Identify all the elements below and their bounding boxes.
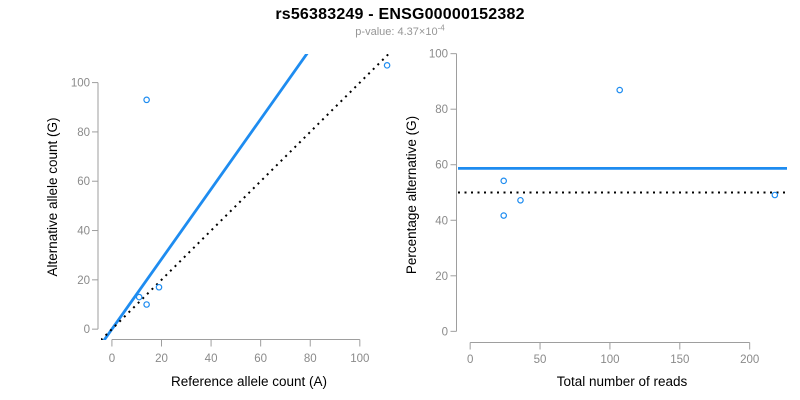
- p-value-exponent: -4: [437, 23, 445, 33]
- data-point: [143, 301, 150, 308]
- data-point: [135, 293, 143, 301]
- left-fit-line-dotted: [101, 54, 390, 340]
- x-tick-label: 50: [534, 354, 547, 366]
- y-tick-label: 100: [429, 49, 448, 61]
- y-tick-label: 80: [77, 127, 90, 139]
- y-tick-label: 20: [77, 275, 90, 287]
- data-point: [500, 212, 508, 219]
- right-plot: 0 50 100 150 200 Total number of reads 0 20 40 60…: [404, 49, 787, 389]
- data-point: [143, 96, 150, 104]
- figure-title: rs56383249 - ENSG00000152382: [275, 6, 525, 23]
- left-plot-area: [101, 54, 391, 340]
- y-tick-label: 60: [77, 176, 90, 188]
- y-tick-label: 40: [77, 226, 90, 238]
- x-axis-label: Total number of reads: [557, 374, 688, 389]
- x-tick-label: 200: [740, 354, 759, 366]
- data-point: [383, 62, 391, 69]
- x-tick-label: 40: [205, 353, 218, 365]
- x-tick-label: 100: [600, 354, 619, 366]
- y-tick-label: 80: [435, 104, 448, 116]
- p-value-subtitle: p-value: 4.37×10-4: [0, 23, 800, 38]
- left-plot: 0 20 40 60 80 100 Reference allele count (A) 0 2…: [45, 54, 391, 389]
- figure-header: rs56383249 - ENSG00000152382 p-value: 4.…: [0, 0, 800, 38]
- y-axis-label: Alternative allele count (G): [45, 117, 60, 276]
- data-point: [155, 283, 163, 291]
- x-axis-label: Reference allele count (A): [171, 374, 327, 389]
- x-tick-label: 80: [304, 353, 317, 365]
- left-fit-line-solid: [102, 54, 309, 340]
- y-tick-label: 40: [435, 215, 448, 227]
- y-tick-label: 20: [435, 271, 448, 283]
- data-point: [616, 86, 624, 94]
- y-axis-label: Percentage alternative (G): [404, 116, 419, 274]
- x-tick-label: 0: [467, 354, 473, 366]
- y-tick-label: 60: [435, 160, 448, 172]
- data-point: [771, 191, 779, 199]
- x-tick-label: 150: [670, 354, 689, 366]
- right-plot-area: [458, 86, 787, 219]
- data-point: [500, 177, 508, 185]
- p-value-text: p-value: 4.37×10: [355, 26, 438, 38]
- data-point: [517, 196, 524, 204]
- y-tick-label: 0: [84, 324, 90, 336]
- y-tick-label: 0: [442, 326, 448, 338]
- x-tick-label: 0: [109, 353, 115, 365]
- x-tick-label: 20: [155, 353, 168, 365]
- x-tick-label: 100: [350, 353, 369, 365]
- x-tick-label: 60: [254, 353, 267, 365]
- y-tick-label: 100: [71, 78, 90, 90]
